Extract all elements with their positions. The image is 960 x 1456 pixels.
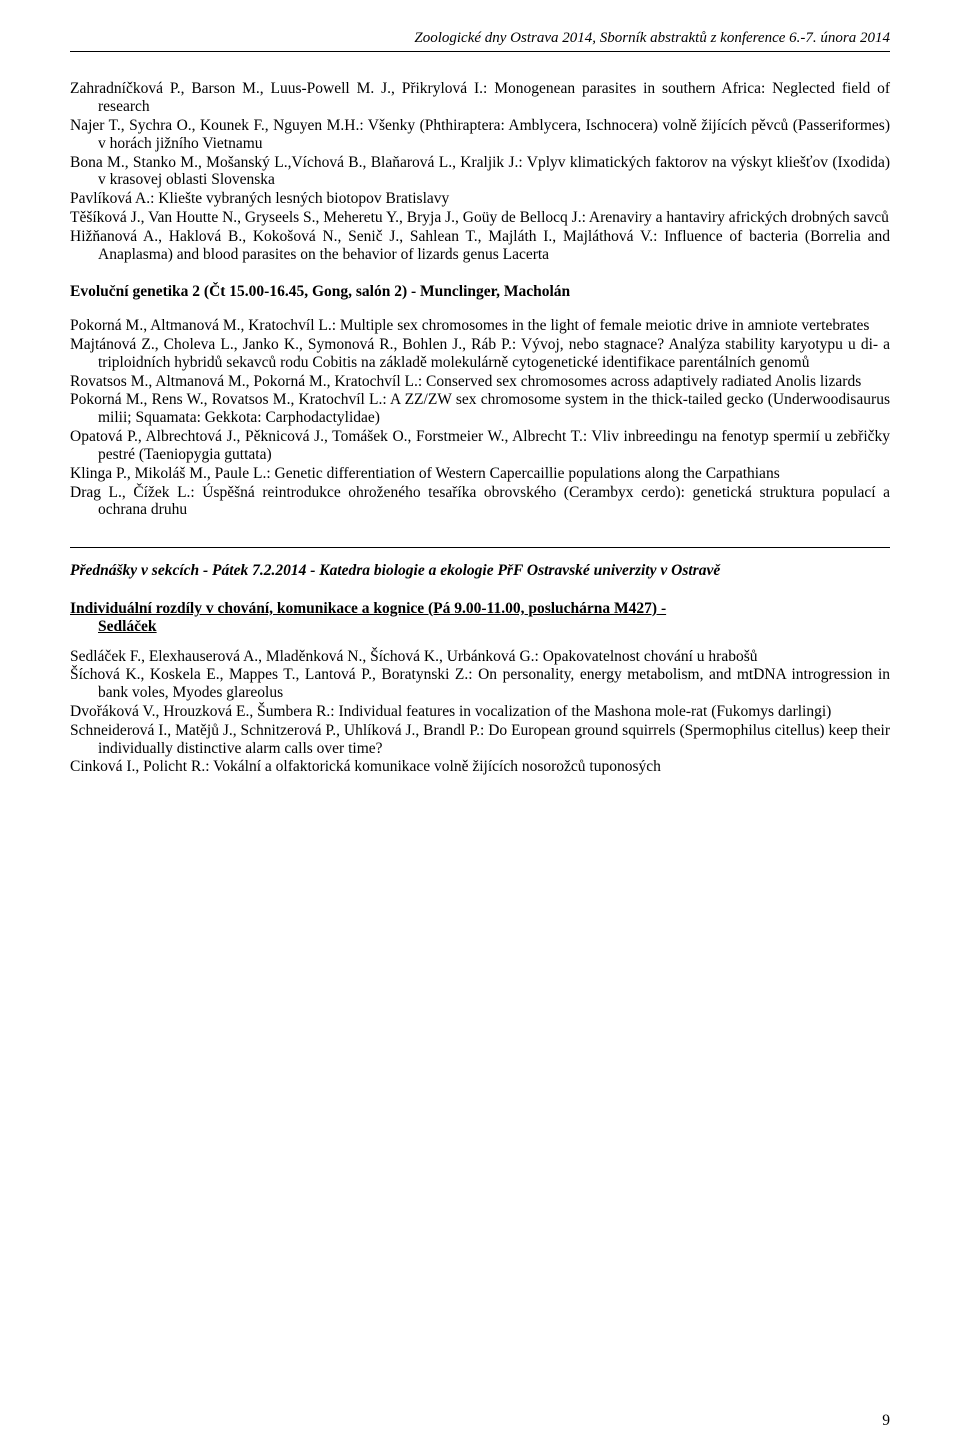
abstract-entry: Najer T., Sychra O., Kounek F., Nguyen M…	[70, 117, 890, 153]
abstract-entry: Majtánová Z., Choleva L., Janko K., Symo…	[70, 336, 890, 372]
abstract-entry: Schneiderová I., Matějů J., Schnitzerová…	[70, 722, 890, 758]
abstract-entry: Pokorná M., Rens W., Rovatsos M., Kratoc…	[70, 391, 890, 427]
section-heading-prednasky-patek: Přednášky v sekcích - Pátek 7.2.2014 - K…	[70, 562, 890, 580]
abstract-entry: Sedláček F., Elexhauserová A., Mladěnkov…	[70, 648, 890, 666]
subsection-heading-individualni-rozdily: Individuální rozdíly v chování, komunika…	[70, 600, 890, 636]
abstract-entry: Cinková I., Policht R.: Vokální a olfakt…	[70, 758, 890, 776]
section-divider: Přednášky v sekcích - Pátek 7.2.2014 - K…	[70, 547, 890, 580]
abstract-block-2: Pokorná M., Altmanová M., Kratochvíl L.:…	[70, 317, 890, 519]
abstract-entry: Drag L., Čížek L.: Úspěšná reintrodukce …	[70, 484, 890, 520]
abstract-entry: Pavlíková A.: Kliešte vybraných lesných …	[70, 190, 890, 208]
abstract-entry: Klinga P., Mikoláš M., Paule L.: Genetic…	[70, 465, 890, 483]
abstract-entry: Těšíková J., Van Houtte N., Gryseels S.,…	[70, 209, 890, 227]
abstract-entry: Dvořáková V., Hrouzková E., Šumbera R.: …	[70, 703, 890, 721]
abstract-entry: Zahradníčková P., Barson M., Luus-Powell…	[70, 80, 890, 116]
abstract-entry: Šíchová K., Koskela E., Mappes T., Lanto…	[70, 666, 890, 702]
abstract-entry: Hižňanová A., Haklová B., Kokošová N., S…	[70, 228, 890, 264]
subsection-heading-line1: Individuální rozdíly v chování, komunika…	[70, 600, 666, 617]
abstract-entry: Bona M., Stanko M., Mošanský L.,Víchová …	[70, 154, 890, 190]
section-heading-evolucni-genetika: Evoluční genetika 2 (Čt 15.00-16.45, Gon…	[70, 283, 890, 301]
abstract-block-1: Zahradníčková P., Barson M., Luus-Powell…	[70, 80, 890, 263]
running-header: Zoologické dny Ostrava 2014, Sborník abs…	[70, 30, 890, 52]
abstract-entry: Pokorná M., Altmanová M., Kratochvíl L.:…	[70, 317, 890, 335]
page-number: 9	[882, 1412, 890, 1430]
subsection-heading-line2: Sedláček	[70, 618, 890, 636]
abstract-block-3: Sedláček F., Elexhauserová A., Mladěnkov…	[70, 648, 890, 777]
abstract-entry: Rovatsos M., Altmanová M., Pokorná M., K…	[70, 373, 890, 391]
abstract-entry: Opatová P., Albrechtová J., Pěknicová J.…	[70, 428, 890, 464]
